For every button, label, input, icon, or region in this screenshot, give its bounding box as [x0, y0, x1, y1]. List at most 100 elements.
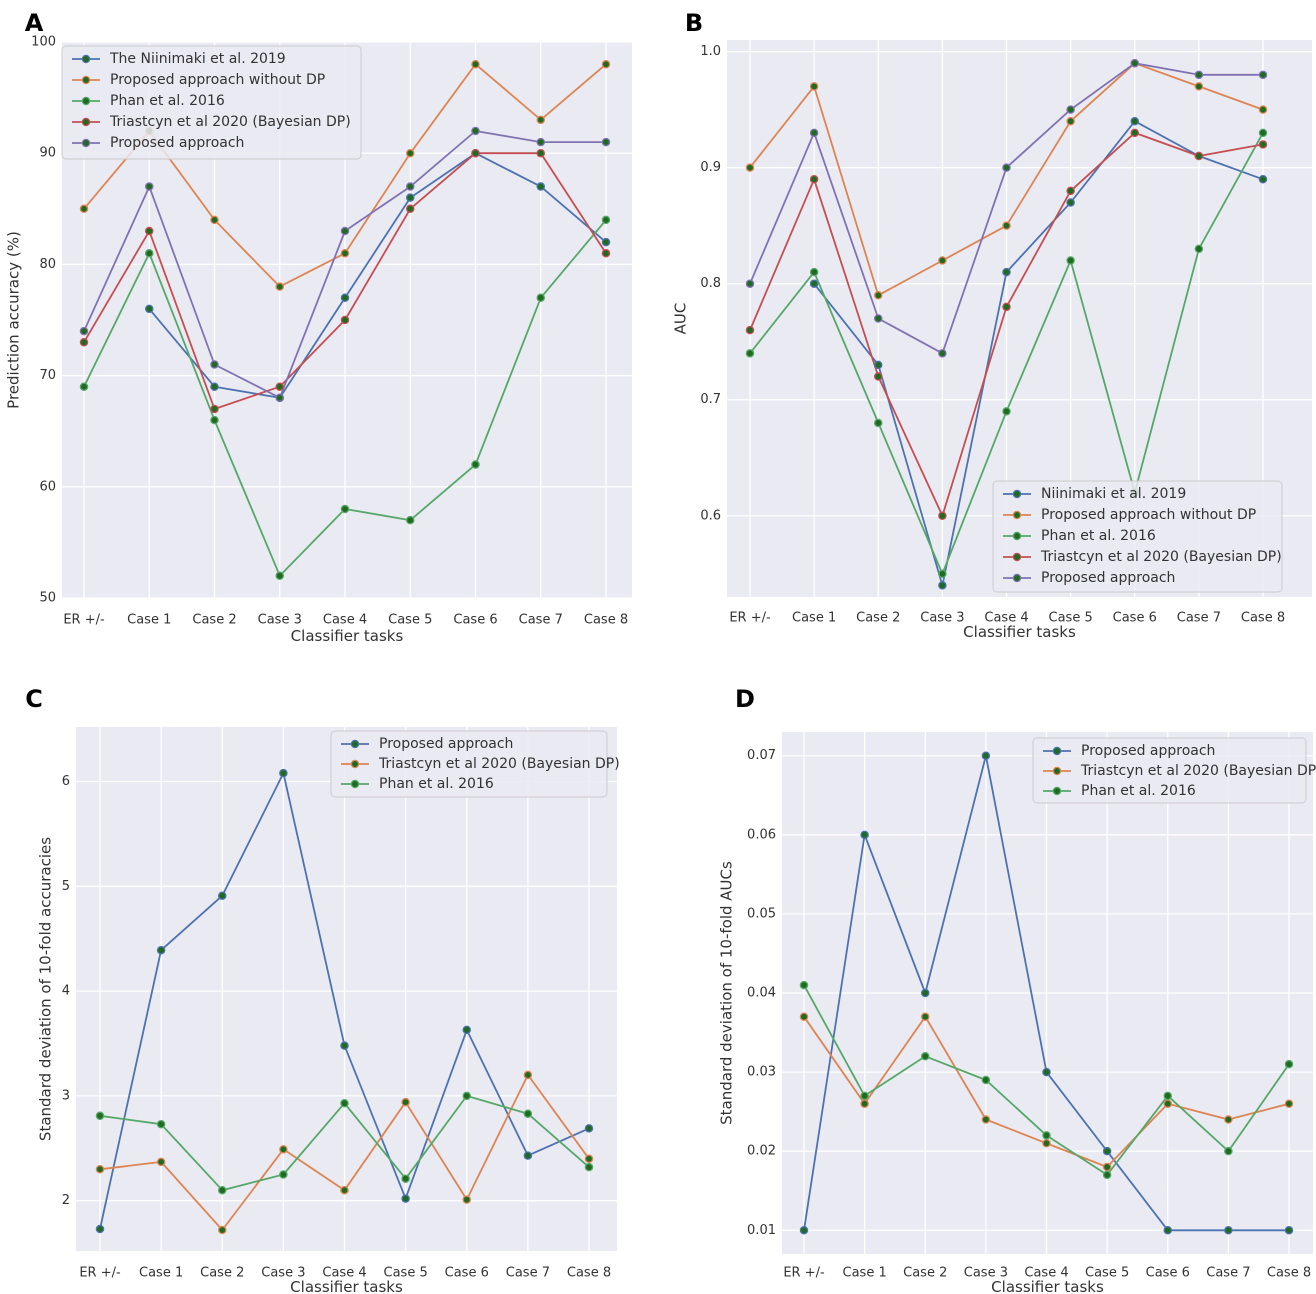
y-tick-label: 6 [62, 774, 70, 789]
legend-label: Triastcyn et al 2020 (Bayesian DP) [378, 756, 620, 772]
data-point [462, 1195, 471, 1204]
data-point [860, 1099, 869, 1108]
legend-label: Triastcyn et al 2020 (Bayesian DP) [109, 114, 351, 130]
legend-frame [61, 45, 362, 160]
data-point [1102, 1170, 1112, 1180]
legend-label: Phan et al. 2016 [379, 776, 494, 792]
legend-swatch-marker [350, 779, 360, 789]
data-point [79, 204, 89, 214]
data-point [1194, 244, 1204, 254]
chart-panel-c: C 2 3 4 5 6 ER +/- Case 1 Case 2 Case 3 Case 4 Case… [25, 685, 620, 1294]
data-point [874, 360, 883, 370]
x-tick-label: Case 1 [843, 1266, 887, 1281]
panel-letter: C [25, 685, 43, 713]
data-point [340, 504, 350, 514]
legend-label: Proposed approach [379, 736, 513, 752]
x-tick-label: Case 8 [1241, 611, 1285, 626]
data-point [981, 1115, 991, 1124]
data-point [1042, 1131, 1051, 1140]
y-tick-label: 0.01 [747, 1223, 776, 1238]
data-point [405, 148, 415, 158]
legend-label: Triastcyn et al 2020 (Bayesian DP) [1080, 763, 1316, 779]
legend-swatch-marker [1012, 510, 1022, 520]
x-tick-label: Case 2 [192, 613, 236, 628]
data-point [745, 349, 755, 358]
x-tick-label: Case 5 [1049, 611, 1093, 626]
data-point [217, 1185, 227, 1195]
data-point [981, 1075, 991, 1085]
data-point [536, 182, 546, 191]
data-point [144, 226, 154, 236]
data-point [217, 891, 227, 900]
legend-label: Niinimaki et al. 2019 [1041, 486, 1186, 502]
data-point [860, 1091, 869, 1101]
x-tick-label: Case 5 [1085, 1266, 1129, 1281]
y-tick-label: 0.8 [700, 276, 721, 291]
x-tick-label: Case 4 [322, 1266, 366, 1281]
data-point [217, 1225, 227, 1235]
y-tick-label: 50 [39, 591, 56, 606]
legend-swatch-marker [81, 96, 91, 106]
legend-swatch-marker [1012, 489, 1022, 499]
data-point [536, 293, 546, 303]
data-point [745, 279, 755, 288]
x-tick-label: Case 8 [584, 613, 628, 628]
x-tick-label: Case 7 [506, 1266, 550, 1281]
data-point [471, 126, 480, 136]
data-point [1194, 70, 1204, 80]
data-point [405, 193, 415, 202]
data-point [79, 382, 89, 391]
data-point [405, 515, 415, 525]
legend-swatch-marker [1012, 573, 1022, 583]
data-point [1066, 198, 1075, 207]
x-tick-label: Case 6 [1146, 1266, 1190, 1281]
y-tick-label: 0.04 [747, 986, 776, 1001]
data-point [1002, 302, 1011, 312]
x-tick-label: Case 4 [1024, 1266, 1068, 1281]
data-point [340, 226, 350, 236]
data-point [874, 314, 883, 323]
data-point [1163, 1226, 1173, 1235]
data-point [536, 137, 546, 147]
x-tick-label: ER +/- [63, 613, 105, 628]
data-point [921, 988, 930, 998]
data-point [1002, 221, 1011, 230]
legend-swatch-marker [81, 75, 91, 85]
y-tick-label: 4 [62, 984, 70, 999]
data-point [1284, 1059, 1294, 1069]
x-tick-label: Case 4 [984, 611, 1028, 626]
x-axis-label: Classifier tasks [991, 1278, 1104, 1294]
data-point [79, 337, 89, 347]
data-point [144, 304, 154, 314]
legend-swatch-marker [81, 117, 91, 127]
x-tick-label: Case 5 [388, 613, 432, 628]
data-point [340, 249, 350, 258]
x-tick-label: Case 3 [261, 1266, 305, 1281]
data-point [401, 1194, 410, 1203]
data-point [1284, 1099, 1294, 1108]
data-point [1130, 128, 1140, 138]
data-point [95, 1165, 105, 1174]
data-point [1066, 105, 1075, 114]
data-point [405, 182, 415, 191]
data-point [340, 315, 350, 325]
data-point [809, 279, 819, 288]
data-point [210, 404, 219, 414]
x-tick-label: Case 6 [453, 613, 497, 628]
data-point [584, 1162, 594, 1172]
x-axis-label: Classifier tasks [291, 627, 404, 645]
panel-letter: A [25, 9, 44, 37]
y-tick-label: 2 [62, 1193, 70, 1208]
data-point [536, 148, 546, 158]
data-point [279, 768, 288, 778]
legend-swatch-marker [1052, 766, 1062, 776]
y-tick-label: 80 [39, 257, 56, 272]
data-point [745, 325, 755, 335]
x-tick-label: Case 4 [323, 613, 367, 628]
data-point [799, 1226, 809, 1235]
x-tick-label: Case 7 [1177, 611, 1221, 626]
legend-label: The Niinimaki et al. 2019 [109, 51, 286, 67]
x-tick-label: Case 7 [519, 613, 563, 628]
plot-background [76, 727, 617, 1251]
data-point [1002, 267, 1011, 277]
